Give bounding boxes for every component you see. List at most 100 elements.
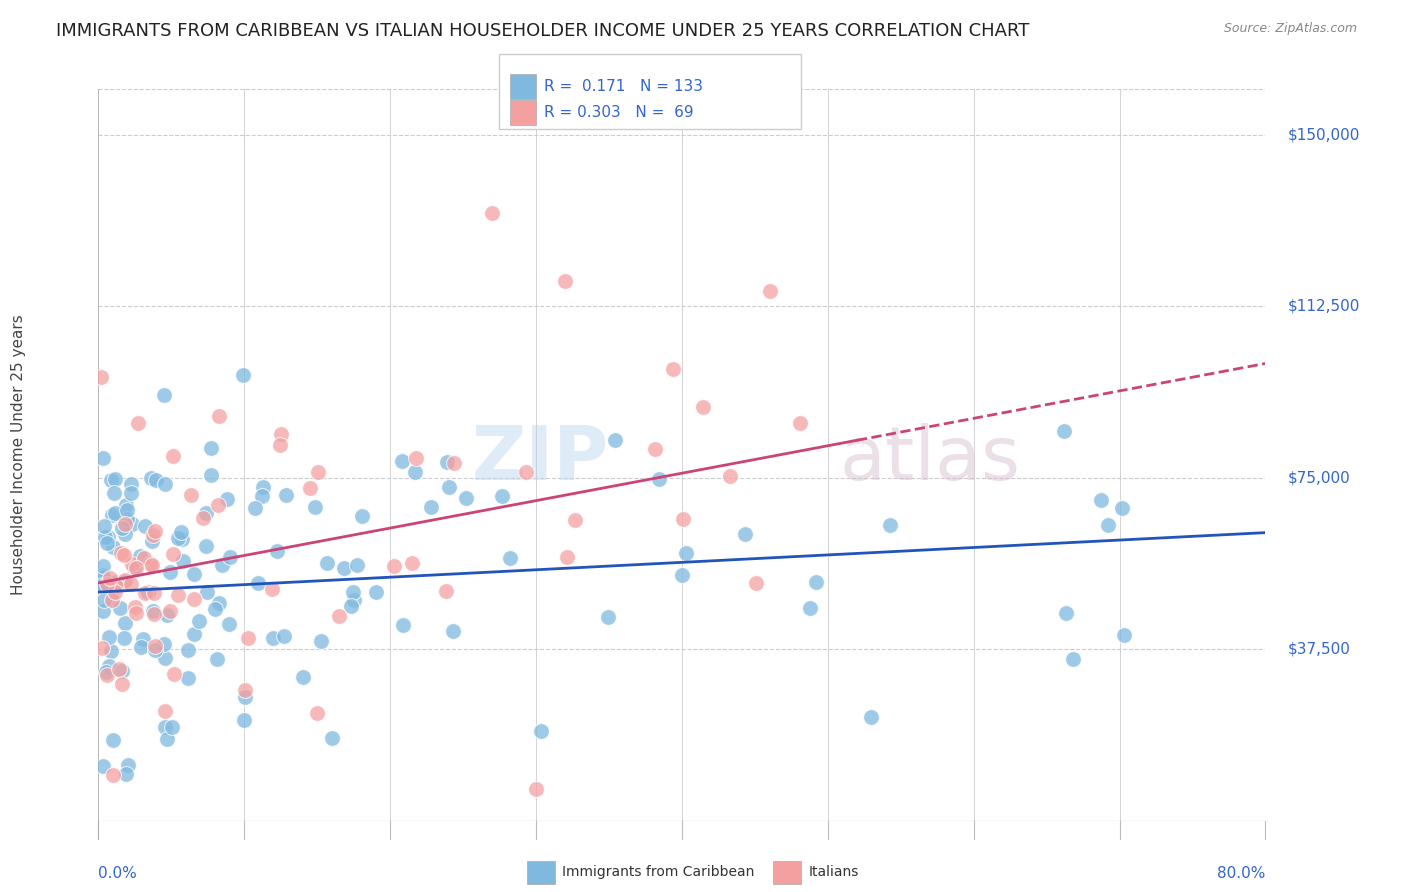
Point — [94, 665, 117, 679]
Point — [177, 671, 200, 685]
Text: R =  0.171   N = 133: R = 0.171 N = 133 — [544, 78, 703, 94]
Point — [269, 437, 291, 451]
Point — [132, 632, 155, 646]
Point — [91, 758, 114, 772]
Point — [91, 578, 114, 592]
Text: IMMIGRANTS FROM CARIBBEAN VS ITALIAN HOUSEHOLDER INCOME UNDER 25 YEARS CORRELATI: IMMIGRANTS FROM CARIBBEAN VS ITALIAN HOU… — [56, 22, 1029, 40]
Point — [672, 512, 695, 526]
Point — [91, 450, 114, 465]
Point — [806, 574, 828, 589]
Point — [90, 369, 112, 384]
Point — [101, 768, 124, 782]
Point — [879, 518, 901, 533]
Point — [307, 465, 329, 479]
Point — [143, 607, 166, 621]
Point — [217, 491, 239, 506]
Point — [153, 477, 176, 491]
Point — [110, 600, 132, 615]
Point — [233, 682, 256, 697]
Point — [441, 624, 464, 638]
Point — [499, 550, 522, 565]
Point — [346, 558, 368, 572]
Point — [437, 480, 460, 494]
Point — [166, 531, 188, 545]
Point — [121, 557, 143, 571]
Point — [145, 642, 167, 657]
Point — [262, 582, 284, 597]
Point — [114, 517, 136, 532]
Point — [112, 631, 135, 645]
Point — [111, 676, 134, 690]
Point — [114, 573, 136, 587]
Point — [491, 489, 513, 503]
Point — [309, 633, 332, 648]
Point — [207, 498, 229, 512]
Text: $112,500: $112,500 — [1288, 299, 1360, 314]
Point — [1097, 518, 1119, 533]
Point — [94, 530, 117, 544]
Point — [91, 559, 114, 574]
Point — [745, 576, 768, 591]
Point — [112, 548, 135, 562]
Point — [121, 577, 143, 591]
Point — [153, 637, 176, 651]
Point — [114, 498, 136, 512]
Point — [125, 606, 148, 620]
Point — [162, 548, 184, 562]
Point — [270, 427, 292, 442]
Point — [343, 593, 366, 607]
Point — [200, 441, 222, 455]
Point — [162, 667, 184, 681]
Point — [114, 616, 136, 631]
Point — [434, 583, 457, 598]
Point — [93, 593, 115, 607]
Point — [515, 465, 537, 479]
Point — [103, 733, 125, 747]
Point — [443, 457, 465, 471]
Point — [101, 508, 124, 522]
Point — [218, 616, 240, 631]
Point — [153, 704, 176, 718]
Point — [136, 585, 159, 599]
Point — [141, 534, 163, 549]
Point — [205, 652, 228, 666]
Text: $37,500: $37,500 — [1288, 641, 1350, 657]
Point — [139, 557, 162, 571]
Text: atlas: atlas — [839, 423, 1021, 496]
Point — [321, 731, 343, 746]
Point — [155, 650, 177, 665]
Point — [252, 489, 274, 503]
Point — [316, 556, 339, 570]
Point — [103, 594, 125, 608]
Point — [263, 631, 285, 645]
Point — [1111, 501, 1133, 516]
Point — [90, 641, 112, 656]
Point — [328, 608, 350, 623]
Point — [195, 539, 218, 553]
Point — [167, 588, 190, 602]
Point — [1052, 424, 1074, 438]
Point — [121, 517, 143, 532]
Point — [142, 586, 165, 600]
Point — [103, 486, 125, 500]
Point — [96, 668, 118, 682]
Point — [1054, 606, 1077, 620]
Text: $150,000: $150,000 — [1288, 128, 1360, 143]
Text: ZIP: ZIP — [472, 423, 609, 496]
Point — [183, 567, 205, 582]
Point — [127, 416, 149, 430]
Point — [350, 509, 373, 524]
Point — [128, 549, 150, 563]
Point — [208, 596, 231, 610]
Point — [98, 659, 121, 673]
Point — [156, 731, 179, 746]
Point — [129, 640, 152, 655]
Point — [91, 604, 114, 618]
Point — [718, 469, 741, 483]
Point — [142, 604, 165, 618]
Point — [603, 433, 626, 447]
Point — [153, 388, 176, 402]
Point — [101, 540, 124, 554]
Point — [789, 416, 811, 430]
Point — [232, 368, 254, 382]
